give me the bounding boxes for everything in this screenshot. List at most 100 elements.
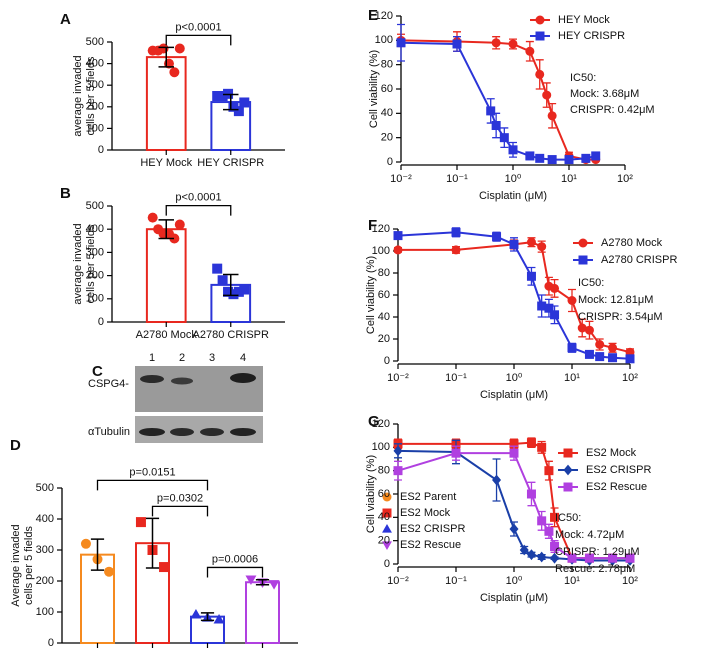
data-point [584, 553, 594, 563]
legend-label: ES2 Parent [400, 491, 456, 503]
blot-band [171, 377, 193, 385]
legend-label: ES2 Rescue [586, 481, 647, 493]
data-point [491, 121, 501, 130]
panel-letter: C [92, 363, 103, 380]
data-point [174, 43, 185, 54]
data-point [550, 310, 560, 320]
data-point [550, 512, 560, 522]
data-point [535, 69, 545, 79]
y-tick-label: 40 [378, 311, 390, 323]
western-blot: C 1 2 3 4 CSPG4- αTubulin [88, 352, 263, 443]
data-point [608, 353, 618, 363]
x-tick-label: A2780 CRISPR [193, 329, 269, 341]
y-tick-label: 0 [384, 355, 390, 367]
lane-label: 3 [209, 352, 215, 364]
data-point [537, 301, 547, 311]
y-tick-label: 100 [375, 34, 393, 46]
legend-marker [535, 15, 545, 25]
data-point [451, 245, 461, 255]
annotation: Rescue: 2.78μM [555, 563, 635, 575]
y-tick-label: 500 [86, 36, 104, 48]
x-tick-label: 10⁻² [387, 575, 409, 587]
y-axis-label: cells per 5 fields [23, 526, 35, 605]
y-tick-label: 0 [48, 637, 54, 649]
x-tick-label: 10¹ [564, 575, 580, 587]
data-point [537, 242, 547, 252]
error-bar [200, 612, 215, 622]
data-point [537, 516, 547, 526]
significance-bracket [96, 479, 209, 491]
y-axis-label: average invaded [72, 223, 84, 304]
y-axis-label: Average invaded [10, 524, 22, 606]
data-point [233, 286, 244, 297]
data-point [509, 439, 519, 449]
data-point [228, 289, 239, 300]
x-tick-label: 10² [617, 173, 633, 185]
legend-label: ES2 Mock [586, 447, 637, 459]
data-point [584, 325, 594, 335]
y-tick-label: 60 [381, 83, 393, 95]
data-point [577, 323, 587, 333]
data-point [567, 296, 577, 305]
legend-label: HEY CRISPR [558, 30, 625, 42]
data-point [544, 526, 554, 536]
legend-label: ES2 Mock [400, 507, 451, 519]
p-value: p=0.0006 [212, 553, 258, 565]
data-point [542, 90, 552, 100]
x-axis-label: Cisplatin (μM) [480, 592, 548, 604]
x-tick-label: 10⁰ [506, 372, 523, 384]
data-point [104, 566, 115, 577]
blot-band [140, 375, 164, 383]
data-point [212, 263, 223, 274]
data-point [608, 343, 618, 353]
data-point [550, 542, 560, 551]
data-point [228, 101, 239, 112]
legend-marker [382, 541, 392, 550]
legend-marker [563, 482, 573, 492]
bar [245, 581, 280, 644]
data-point [584, 349, 594, 359]
x-tick-label: 10⁻² [390, 173, 412, 185]
error-bar [223, 93, 239, 111]
data-point [217, 91, 228, 101]
data-point [223, 286, 234, 297]
y-tick-label: 300 [86, 79, 104, 91]
y-tick-label: 100 [36, 606, 54, 618]
legend-label: ES2 CRISPR [400, 523, 465, 535]
blot-band [230, 373, 256, 383]
data-point [591, 151, 601, 161]
y-tick-label: 200 [86, 270, 104, 282]
data-point [393, 231, 403, 241]
data-point [393, 445, 403, 457]
data-point [451, 227, 461, 237]
data-point [159, 562, 170, 573]
legend-marker [382, 524, 392, 533]
data-point [567, 553, 577, 563]
y-tick-label: 20 [378, 535, 390, 547]
y-tick-label: 80 [378, 267, 390, 279]
data-point [509, 239, 519, 249]
data-point [544, 303, 554, 313]
y-tick-label: 500 [36, 482, 54, 494]
legend-marker [382, 492, 392, 502]
data-point [158, 43, 169, 54]
y-tick-label: 60 [378, 289, 390, 301]
legend-marker [563, 448, 573, 458]
data-point [625, 354, 635, 364]
data-point [595, 352, 605, 362]
data-point [492, 474, 502, 486]
legend-marker [578, 255, 588, 265]
data-point [537, 551, 547, 563]
y-tick-label: 200 [36, 575, 54, 587]
data-point [217, 275, 228, 286]
legend-marker [563, 464, 573, 476]
data-point [550, 552, 560, 564]
legend-label: ES2 CRISPR [586, 464, 651, 476]
x-tick-label: HEY CRISPR [197, 157, 264, 169]
data-point [508, 39, 518, 49]
x-tick-label: 10⁻¹ [446, 173, 468, 185]
p-value: p<0.0001 [175, 21, 221, 33]
x-tick-label: A2780 Mock [136, 329, 198, 341]
significance-bracket [165, 204, 232, 216]
error-bar [90, 538, 105, 571]
